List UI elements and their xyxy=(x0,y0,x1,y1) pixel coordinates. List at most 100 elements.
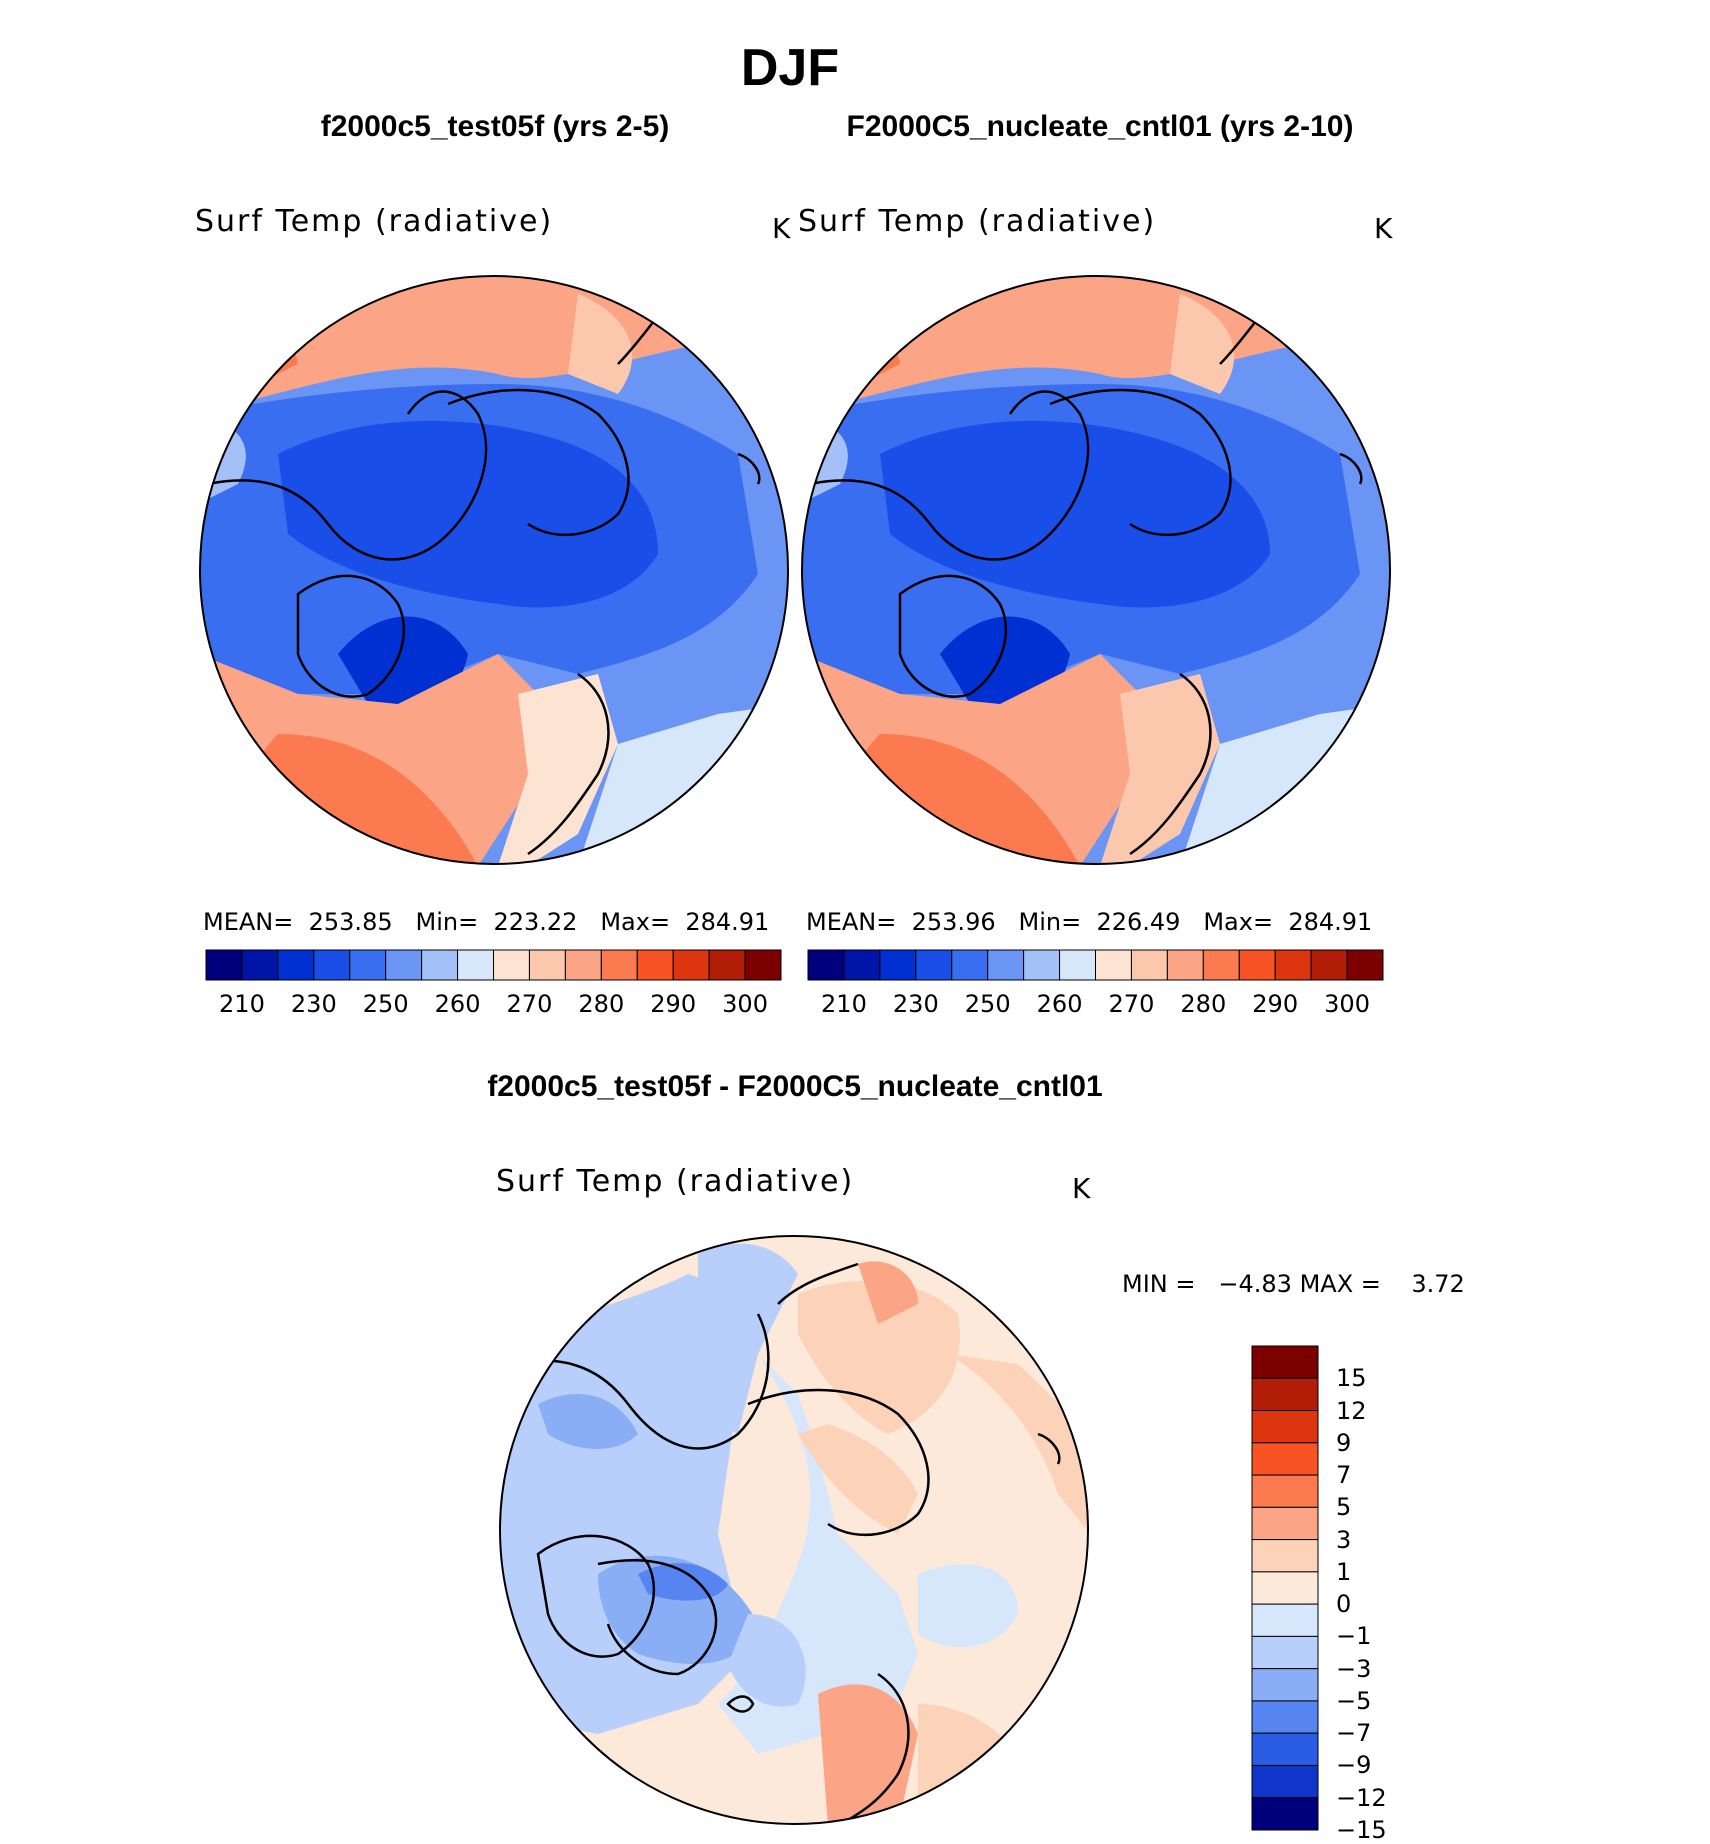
difference-polar-map xyxy=(499,1235,1089,1825)
figure-title: DJF xyxy=(740,39,840,97)
colorbar-swatch xyxy=(1346,949,1384,981)
colorbar-tick-label: 290 xyxy=(1252,990,1299,1018)
colorbar-swatch xyxy=(349,949,387,981)
colorbar-swatch xyxy=(1251,1442,1319,1476)
colorbar-swatch xyxy=(1310,949,1348,981)
diff-variable-label: Surf Temp (radiative) xyxy=(496,1164,855,1199)
colorbar-tick-label: −3 xyxy=(1336,1654,1372,1683)
panel1-units: K xyxy=(772,212,791,245)
colorbar-tick-label: 12 xyxy=(1336,1396,1367,1425)
colorbar-swatch xyxy=(744,949,782,981)
mean-value: 253.96 xyxy=(911,908,996,936)
colorbar-tick-label: 250 xyxy=(964,990,1011,1018)
panel2-colorbar xyxy=(807,949,1384,981)
colorbar-swatch xyxy=(313,949,351,981)
diff-units: K xyxy=(1072,1172,1091,1205)
min-label: Min= xyxy=(1018,908,1082,936)
colorbar-swatch xyxy=(1251,1764,1319,1799)
colorbar-tick-label: 270 xyxy=(1108,990,1155,1018)
panel1-stats: MEAN= 253.85 Min= 223.22 Max= 284.91 xyxy=(203,908,769,936)
max-value: 284.91 xyxy=(1288,908,1373,936)
colorbar-swatch xyxy=(457,949,494,981)
panel2-colorbar-ticks: 210 230 250 260 270 280 290 300 xyxy=(808,990,1383,1020)
colorbar-swatch xyxy=(1274,949,1312,981)
colorbar-tick-label: 5 xyxy=(1336,1493,1352,1522)
colorbar-swatch xyxy=(1251,1410,1319,1444)
max-label: MAX = xyxy=(1299,1270,1381,1298)
colorbar-swatch xyxy=(1023,949,1061,981)
min-value: 226.49 xyxy=(1096,908,1181,936)
colorbar-swatch xyxy=(1251,1603,1319,1637)
colorbar-swatch xyxy=(1251,1668,1319,1702)
mean-value: 253.85 xyxy=(308,908,393,936)
min-label: MIN = xyxy=(1122,1270,1196,1298)
colorbar-swatch xyxy=(1251,1732,1319,1766)
colorbar-tick-label: 230 xyxy=(290,990,337,1018)
colorbar-tick-label: −15 xyxy=(1336,1816,1387,1844)
max-value: 3.72 xyxy=(1411,1270,1465,1298)
diff-min-max: MIN = −4.83 MAX = 3.72 xyxy=(1122,1270,1465,1298)
colorbar-swatch xyxy=(1251,1797,1319,1831)
difference-colorbar xyxy=(1251,1345,1319,1831)
colorbar-tick-label: 300 xyxy=(722,990,768,1018)
colorbar-swatch xyxy=(636,949,674,981)
colorbar-swatch xyxy=(493,949,530,981)
colorbar-swatch xyxy=(951,949,989,981)
difference-title: f2000c5_test05f - F2000C5_nucleate_cntl0… xyxy=(487,1070,1103,1103)
colorbar-tick-label: −12 xyxy=(1336,1783,1387,1812)
colorbar-swatch xyxy=(1251,1571,1319,1605)
panel2-polar-map xyxy=(801,275,1391,865)
colorbar-tick-label: 9 xyxy=(1336,1428,1352,1457)
colorbar-tick-label: 230 xyxy=(892,990,939,1018)
max-value: 284.91 xyxy=(685,908,770,936)
panel2-stats: MEAN= 253.96 Min= 226.49 Max= 284.91 xyxy=(806,908,1372,936)
colorbar-swatch xyxy=(672,949,710,981)
colorbar-swatch xyxy=(421,949,459,981)
colorbar-tick-label: 15 xyxy=(1336,1364,1367,1393)
colorbar-tick-label: 260 xyxy=(434,990,481,1018)
panel1-variable-label: Surf Temp (radiative) xyxy=(195,204,554,239)
mean-label: MEAN= xyxy=(806,908,897,936)
colorbar-swatch xyxy=(1251,1506,1319,1541)
colorbar-tick-label: −7 xyxy=(1336,1719,1372,1748)
panel1-case-title: f2000c5_test05f (yrs 2-5) xyxy=(320,110,670,143)
colorbar-tick-label: 7 xyxy=(1336,1461,1352,1490)
panel1-colorbar xyxy=(205,949,782,981)
panel2-units: K xyxy=(1374,212,1393,245)
colorbar-swatch xyxy=(1202,949,1240,981)
colorbar-tick-label: 260 xyxy=(1036,990,1083,1018)
colorbar-swatch xyxy=(879,949,917,981)
colorbar-swatch xyxy=(1251,1700,1319,1734)
colorbar-swatch xyxy=(1251,1474,1319,1508)
colorbar-swatch xyxy=(1251,1345,1319,1379)
max-label: Max= xyxy=(600,908,671,936)
colorbar-swatch xyxy=(1251,1377,1319,1412)
colorbar-swatch xyxy=(277,949,315,981)
colorbar-swatch xyxy=(843,949,881,981)
colorbar-swatch xyxy=(1251,1539,1319,1573)
colorbar-swatch xyxy=(915,949,953,981)
panel1-colorbar-ticks: 210 230 250 260 270 280 290 300 xyxy=(206,990,781,1020)
colorbar-swatch xyxy=(987,949,1025,981)
colorbar-swatch xyxy=(1251,1635,1319,1670)
colorbar-swatch xyxy=(205,949,243,981)
min-label: Min= xyxy=(415,908,479,936)
colorbar-swatch xyxy=(528,949,566,981)
colorbar-swatch xyxy=(1059,949,1096,981)
colorbar-tick-label: 280 xyxy=(1180,990,1227,1018)
min-value: −4.83 xyxy=(1218,1270,1292,1298)
colorbar-tick-label: 270 xyxy=(506,990,553,1018)
colorbar-tick-label: 280 xyxy=(578,990,625,1018)
difference-colorbar-ticks: 15 12 9 7 5 3 1 0 −1 −3 −5 −7 −9 −12 −15 xyxy=(1336,1346,1416,1844)
colorbar-swatch xyxy=(1095,949,1132,981)
colorbar-tick-label: 210 xyxy=(821,990,867,1018)
colorbar-tick-label: −1 xyxy=(1336,1622,1372,1651)
colorbar-swatch xyxy=(807,949,845,981)
panel2-variable-label: Surf Temp (radiative) xyxy=(798,204,1157,239)
colorbar-tick-label: −9 xyxy=(1336,1751,1372,1780)
colorbar-swatch xyxy=(708,949,746,981)
panel1-polar-map xyxy=(199,275,789,865)
colorbar-tick-label: 3 xyxy=(1336,1525,1352,1554)
colorbar-tick-label: 1 xyxy=(1336,1557,1352,1586)
colorbar-tick-label: 290 xyxy=(650,990,697,1018)
